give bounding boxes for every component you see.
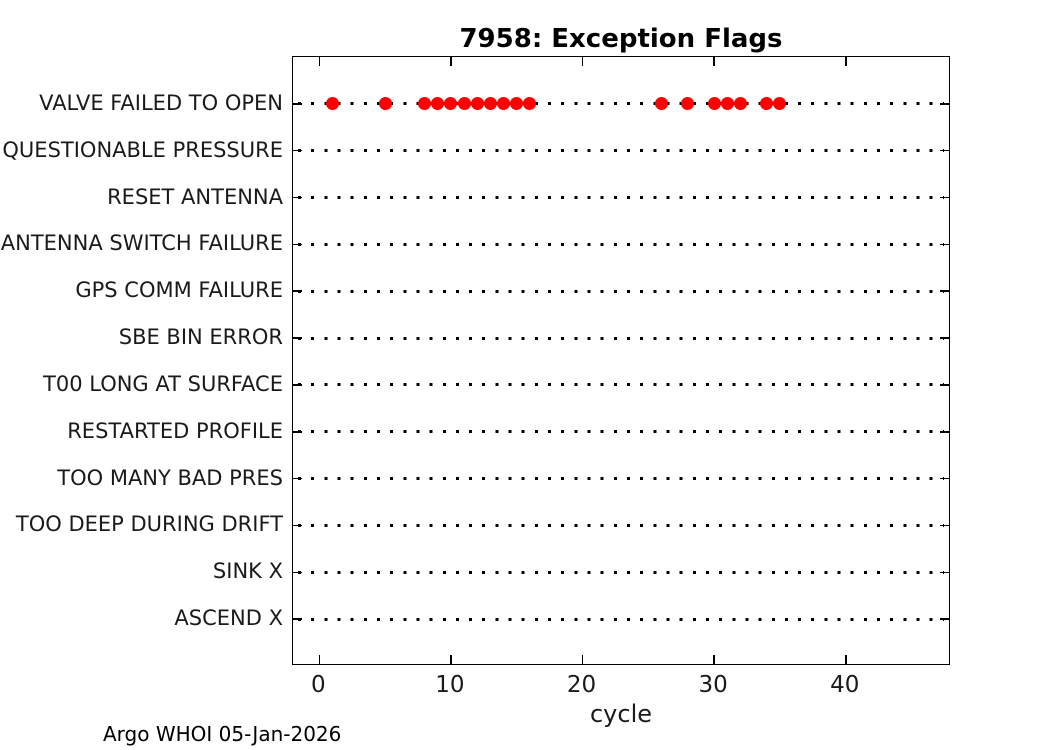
x-tick-label: 20 (566, 672, 597, 698)
data-point-marker (733, 97, 747, 111)
y-tick-label: T00 LONG AT SURFACE (43, 371, 283, 396)
footer-caption: Argo WHOI 05-Jan-2026 (103, 722, 342, 746)
data-point-marker (681, 97, 695, 111)
data-point-marker (720, 97, 734, 111)
y-axis-tick (940, 243, 949, 246)
y-axis-tick (293, 477, 302, 480)
y-tick-label: TOO DEEP DURING DRIFT (15, 512, 283, 537)
x-axis-title: cycle (589, 700, 653, 728)
y-axis-tick (940, 103, 949, 105)
data-point-marker (325, 97, 339, 111)
y-axis-tick (940, 290, 949, 293)
x-axis-tick (450, 57, 452, 66)
y-axis-tick (293, 196, 302, 199)
x-axis-tick (844, 655, 847, 664)
x-axis-tick (450, 655, 452, 664)
data-point-marker (707, 97, 721, 111)
gridline-row (298, 383, 944, 387)
data-point-marker (483, 97, 497, 111)
data-point-marker (523, 97, 537, 111)
data-point-marker (773, 97, 787, 111)
y-tick-label: RESTARTED PROFILE (67, 418, 283, 443)
gridline-row (298, 242, 944, 246)
y-axis-tick (293, 149, 302, 152)
data-point-marker (431, 97, 445, 111)
x-axis-tick (581, 57, 584, 66)
gridline-row (298, 570, 944, 574)
gridline-row (298, 477, 944, 481)
x-tick-label: 10 (435, 672, 465, 698)
data-point-marker (760, 97, 774, 111)
gridline-row (298, 430, 944, 434)
y-axis-tick (940, 571, 949, 574)
x-tick-label: 30 (698, 672, 728, 698)
x-tick-label: 40 (830, 672, 860, 698)
y-tick-label: SINK X (212, 559, 283, 584)
gridline-row (298, 523, 944, 527)
x-tick-label: 0 (310, 672, 326, 698)
y-tick-label: SBE BIN ERROR (118, 325, 283, 350)
data-point-marker (418, 97, 432, 111)
y-axis-tick (940, 430, 949, 433)
x-axis-tick (844, 57, 847, 66)
chart-title: 7958: Exception Flags (459, 24, 783, 54)
gridline-row (298, 196, 944, 200)
data-point-marker (510, 97, 524, 111)
gridline-row (298, 336, 944, 340)
y-axis-tick (293, 430, 302, 433)
y-axis-tick (940, 524, 949, 527)
y-axis-tick (293, 337, 302, 339)
y-tick-label: QUESTIONABLE PRESSURE (2, 137, 283, 162)
plot-area (292, 56, 950, 665)
y-axis-tick (293, 571, 302, 574)
data-point-marker (444, 97, 458, 111)
data-point-marker (378, 97, 392, 111)
y-tick-label: VALVE FAILED TO OPEN (39, 90, 283, 115)
gridline-row (298, 289, 944, 293)
data-point-marker (654, 97, 668, 111)
x-axis-tick (713, 57, 715, 66)
y-axis-tick (293, 290, 302, 293)
gridline-row (298, 617, 944, 621)
y-axis-tick (293, 243, 302, 246)
data-point-marker (470, 97, 484, 111)
y-tick-label: ASCEND X (174, 606, 283, 631)
y-tick-label: GPS COMM FAILURE (75, 278, 283, 303)
y-tick-label: TOO MANY BAD PRES (57, 465, 283, 490)
y-axis-tick (940, 384, 949, 386)
y-axis-tick (293, 524, 302, 527)
y-axis-tick (940, 618, 949, 620)
data-point-marker (497, 97, 511, 111)
y-axis-tick (940, 149, 949, 152)
x-axis-tick (713, 655, 715, 664)
x-axis-tick (318, 57, 321, 66)
y-tick-label: RESET ANTENNA (107, 184, 283, 209)
data-point-marker (457, 97, 471, 111)
y-axis-tick (940, 196, 949, 199)
y-axis-tick (293, 103, 302, 105)
gridline-row (298, 102, 944, 106)
y-axis-tick (940, 477, 949, 480)
y-axis-tick (293, 618, 302, 620)
y-axis-tick (940, 337, 949, 339)
x-axis-tick (318, 655, 321, 664)
gridline-row (298, 149, 944, 153)
y-tick-label: ANTENNA SWITCH FAILURE (0, 231, 283, 256)
x-axis-tick (581, 655, 584, 664)
y-axis-tick (293, 384, 302, 386)
